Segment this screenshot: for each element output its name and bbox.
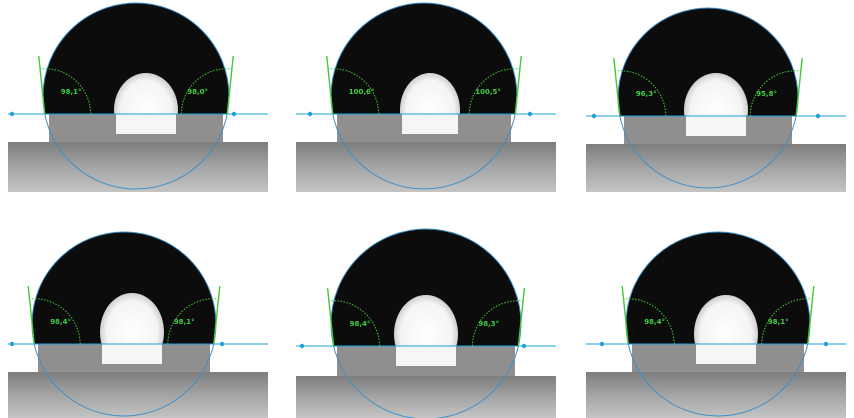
panel-svg: 98,4° 98,3° [296, 228, 556, 418]
droplet-highlight [684, 73, 748, 116]
panel-svg: 98,4° 98,1° [8, 228, 268, 418]
tangent-left [613, 57, 621, 117]
angle-arc-left [328, 300, 381, 347]
substrate [8, 142, 268, 192]
tangent-left [38, 55, 46, 115]
baseline-handle-right [527, 111, 533, 117]
right-contact-angle-label: 98,1° [174, 318, 195, 326]
highlight-reflection [116, 114, 176, 134]
left-contact-angle-label: 100,6° [349, 88, 375, 96]
angle-arc-left [614, 70, 667, 117]
droplet [626, 232, 810, 344]
tangent-right [807, 285, 815, 345]
tangent-right [213, 285, 221, 345]
droplet-highlight [394, 295, 458, 346]
angle-arc-right [167, 298, 219, 345]
substrate [296, 142, 556, 192]
angle-arc-left [29, 298, 81, 345]
highlight-reflection [686, 116, 746, 136]
contact-angle-image-1: 98,1° 98,0° [8, 2, 268, 192]
tangent-left [326, 287, 335, 347]
droplet-highlight [400, 73, 460, 114]
tangent-right [514, 55, 522, 115]
angle-arc-right [471, 300, 524, 347]
baseline-handle-left [299, 343, 305, 349]
droplet-highlight [694, 295, 758, 344]
baseline-handle-left [307, 111, 313, 117]
tangent-right [226, 55, 234, 115]
baseline-handle-left [9, 111, 15, 117]
panel-svg: 98,4° 98,1° [586, 228, 846, 418]
droplet-highlight [114, 73, 178, 114]
baseline-handle-left [591, 113, 597, 119]
substrate [586, 372, 846, 418]
left-contact-angle-label: 98,4° [50, 318, 71, 326]
droplet [32, 232, 216, 344]
right-contact-angle-label: 98,0° [187, 88, 208, 96]
right-contact-angle-label: 95,8° [756, 90, 777, 98]
baseline-handle-left [599, 341, 605, 347]
contact-angle-image-3: 96,3° 95,8° [586, 2, 846, 192]
droplet [618, 8, 798, 116]
right-contact-angle-label: 98,1° [768, 318, 789, 326]
left-contact-angle-label: 98,4° [350, 320, 371, 328]
contact-angle-image-5: 98,4° 98,3° [296, 228, 556, 418]
baseline-handle-right [521, 343, 527, 349]
contact-angle-image-4: 98,4° 98,1° [8, 228, 268, 418]
left-contact-angle-label: 96,3° [636, 90, 657, 98]
droplet [43, 3, 229, 114]
angle-arc-right [180, 68, 233, 115]
baseline-handle-right [815, 113, 821, 119]
droplet [331, 229, 521, 346]
panel-svg: 98,1° 98,0° [8, 2, 268, 192]
baseline-handle-right [823, 341, 829, 347]
panel-svg: 100,6° 100,5° [296, 2, 556, 192]
tangent-right [517, 287, 526, 347]
substrate [8, 372, 268, 418]
droplet-highlight [100, 293, 164, 344]
angle-arc-right [749, 70, 802, 117]
baseline-handle-left [9, 341, 15, 347]
substrate [296, 376, 556, 418]
contact-angle-image-2: 100,6° 100,5° [296, 2, 556, 192]
substrate [586, 144, 846, 192]
highlight-reflection [696, 344, 756, 364]
baseline-handle-right [231, 111, 237, 117]
angle-arc-left [39, 68, 92, 115]
panel-svg: 96,3° 95,8° [586, 2, 846, 192]
right-contact-angle-label: 100,5° [475, 88, 501, 96]
angle-arc-right [761, 298, 813, 345]
baseline-handle-right [219, 341, 225, 347]
contact-angle-image-6: 98,4° 98,1° [586, 228, 846, 418]
tangent-left [326, 55, 334, 115]
left-contact-angle-label: 98,1° [61, 88, 82, 96]
tangent-left [27, 285, 35, 345]
angle-arc-left [623, 298, 675, 345]
left-contact-angle-label: 98,4° [644, 318, 665, 326]
highlight-reflection [102, 344, 162, 364]
angle-arc-left [327, 68, 380, 115]
right-contact-angle-label: 98,3° [478, 320, 499, 328]
angle-arc-right [468, 68, 521, 115]
tangent-right [795, 57, 803, 117]
droplet [331, 3, 517, 114]
highlight-reflection [402, 114, 458, 134]
highlight-reflection [396, 346, 456, 366]
tangent-left [621, 285, 629, 345]
